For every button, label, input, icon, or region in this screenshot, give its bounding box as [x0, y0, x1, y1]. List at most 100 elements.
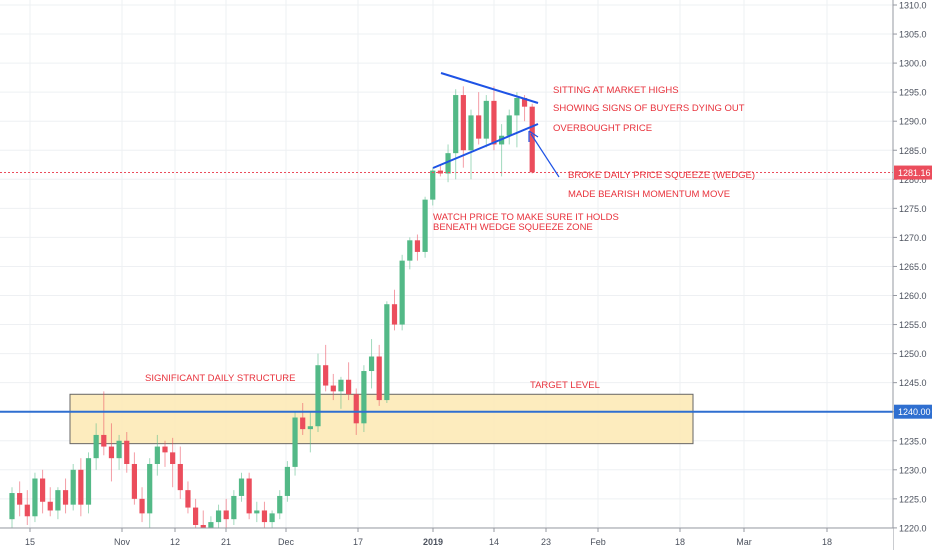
annotation-watch-price: WATCH PRICE TO MAKE SURE IT HOLDS — [433, 212, 619, 223]
annotation-overbought: OVERBOUGHT PRICE — [553, 123, 652, 134]
candle-up — [269, 513, 275, 523]
price-labels: 1281.16 1240.00 — [894, 165, 932, 419]
candle-up — [514, 97, 520, 116]
candle-up — [384, 304, 390, 401]
price-tick-label: 1275.0 — [899, 204, 927, 214]
candle-up — [85, 458, 92, 505]
price-tick-label: 1255.0 — [899, 320, 927, 330]
candle-up — [338, 379, 344, 392]
price-tick-label: 1285.0 — [899, 146, 927, 156]
candle-up — [307, 426, 313, 430]
structure-zone — [69, 393, 694, 445]
price-tick-label: 1305.0 — [899, 30, 927, 40]
candle-down — [124, 440, 130, 464]
time-tick-label: Dec — [278, 537, 295, 547]
candle-up — [422, 199, 428, 252]
time-tick-label: 17 — [353, 537, 363, 547]
time-tick-label: 18 — [675, 537, 685, 547]
candle-down — [162, 446, 168, 453]
time-tick-label: 2019 — [423, 537, 443, 547]
time-tick-label: Feb — [590, 537, 606, 547]
wedge-upper-trendline — [440, 72, 539, 104]
candle-up — [215, 510, 222, 523]
annotation-bearish-move: MADE BEARISH MOMENTUM MOVE — [568, 189, 730, 200]
level-price-label: 1240.00 — [898, 407, 931, 417]
candle-down — [170, 452, 176, 464]
annotation-target-level: TARGET LEVEL — [530, 380, 600, 391]
candle-up — [231, 495, 237, 520]
candle-up — [55, 490, 61, 511]
candle-down — [491, 100, 497, 145]
candle-up — [284, 466, 290, 496]
level-price-badge — [894, 404, 932, 419]
candle-up — [315, 365, 321, 427]
candle-down — [185, 490, 191, 508]
price-tick-label: 1245.0 — [899, 378, 927, 388]
time-tick-label: 23 — [541, 537, 551, 547]
candle-down — [391, 304, 398, 325]
annotations: SITTING AT MARKET HIGHS SHOWING SIGNS OF… — [145, 85, 755, 391]
price-tick-label: 1310.0 — [899, 1, 927, 11]
time-tick-label: 21 — [221, 537, 231, 547]
time-tick-label: 15 — [25, 537, 35, 547]
candle-down — [40, 478, 46, 502]
candle-down — [414, 240, 421, 252]
candle-up — [292, 417, 298, 467]
candle-down — [529, 106, 535, 173]
price-tick-label: 1225.0 — [899, 494, 927, 504]
price-tick-label: 1250.0 — [899, 349, 927, 359]
price-tick-label: 1220.0 — [899, 523, 927, 533]
candle-up — [238, 478, 245, 496]
annotation-market-highs: SITTING AT MARKET HIGHS — [553, 85, 679, 96]
candle-up — [407, 240, 413, 261]
candle-down — [101, 434, 107, 447]
drawings — [432, 72, 560, 178]
candle-down — [47, 501, 53, 511]
annotation-beneath-wedge: BENEATH WEDGE SQUEEZE ZONE — [433, 222, 593, 233]
candle-down — [139, 498, 145, 514]
candle-down — [261, 510, 268, 523]
price-tick-label: 1235.0 — [899, 436, 927, 446]
candle-down — [300, 417, 306, 430]
candle-up — [154, 446, 160, 464]
candle-down — [330, 385, 336, 392]
candle-down — [521, 97, 528, 107]
annotation-buyers-dying: SHOWING SIGNS OF BUYERS DYING OUT — [553, 103, 745, 114]
candle-up — [116, 440, 122, 459]
candle-up — [399, 260, 405, 325]
candle-up — [70, 469, 76, 505]
candle-down — [193, 507, 199, 525]
price-axis[interactable]: 1220.01225.01230.01235.01240.01245.01250… — [892, 0, 932, 550]
time-tick-label: Mar — [736, 537, 752, 547]
candle-up — [32, 478, 38, 517]
candle-down — [437, 170, 443, 174]
candle-down — [246, 478, 252, 514]
time-axis[interactable]: 15 Nov 12 21 Dec 17 2019 14 23 Feb 18 Mar 18 — [0, 527, 893, 550]
candle-down — [346, 379, 352, 395]
price-tick-label: 1290.0 — [899, 117, 927, 127]
candle-up — [453, 95, 459, 154]
candle-up — [506, 115, 512, 136]
arrow-head-icon — [528, 130, 539, 142]
candle-down — [78, 469, 84, 505]
candle-down — [376, 356, 382, 401]
price-tick-label: 1280.0 — [899, 175, 927, 185]
candle-up — [368, 356, 375, 372]
price-tick-label: 1230.0 — [899, 465, 927, 475]
time-tick-label: 18 — [822, 537, 832, 547]
candle-up — [147, 463, 153, 514]
price-tick-label: 1295.0 — [899, 88, 927, 98]
candle-up — [445, 153, 451, 174]
candle-down — [17, 493, 23, 505]
time-axis-bg — [0, 528, 893, 550]
candle-up — [483, 100, 489, 139]
price-tick-label: 1260.0 — [899, 291, 927, 301]
current-price-label: 1281.16 — [898, 168, 931, 178]
candle-up — [277, 495, 283, 514]
arrow-shaft — [530, 133, 560, 178]
grid — [0, 0, 893, 529]
price-tick-label: 1270.0 — [899, 233, 927, 243]
candle-up — [468, 115, 474, 151]
